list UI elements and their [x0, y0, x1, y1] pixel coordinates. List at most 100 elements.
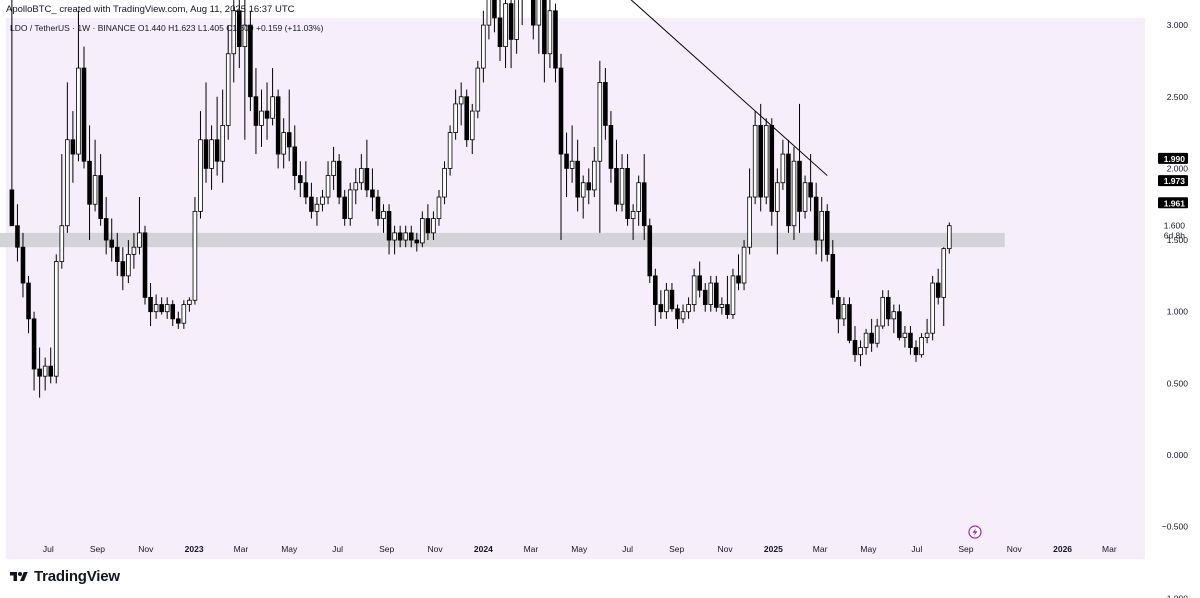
resistance-trendline	[630, 0, 828, 176]
candle	[20, 232, 26, 298]
candle-body	[331, 160, 336, 176]
candle	[381, 204, 386, 233]
candle	[53, 254, 59, 384]
candle-body	[436, 196, 442, 219]
y-axis-tick-label: 1.000	[1167, 307, 1189, 317]
alert-icon[interactable]	[968, 525, 982, 539]
candle	[98, 154, 103, 226]
candle-body	[31, 318, 37, 370]
candle-body	[569, 160, 575, 169]
candle-body	[902, 332, 908, 338]
candle-body	[847, 304, 852, 341]
candle	[530, 0, 536, 40]
y-axis-tick-label: 3.000	[1167, 20, 1189, 30]
candle	[780, 139, 786, 190]
tradingview-wordmark: TradingView	[34, 568, 120, 585]
x-axis-month-label: Nov	[717, 544, 733, 554]
candle	[592, 146, 597, 198]
candle-body	[775, 182, 780, 212]
candle	[908, 326, 913, 355]
candle-body	[841, 304, 847, 320]
candle-body	[586, 182, 592, 191]
candle	[736, 254, 741, 291]
candle	[503, 0, 508, 69]
candle-body	[530, 0, 536, 26]
candle	[714, 275, 719, 312]
candle-body	[458, 96, 464, 105]
candle	[725, 275, 730, 319]
candle-body	[608, 125, 614, 169]
candle-body	[769, 125, 775, 212]
x-axis-month-label: May	[860, 544, 877, 554]
candle	[902, 326, 908, 348]
candle	[447, 125, 453, 176]
candle-body	[114, 246, 120, 262]
candle	[874, 318, 880, 348]
candle	[841, 297, 847, 327]
candle	[336, 154, 342, 205]
candle	[414, 232, 420, 252]
price-label: 1.990	[1164, 154, 1186, 164]
candle-body	[503, 3, 508, 47]
candle	[686, 297, 691, 319]
candle-body	[20, 246, 26, 284]
candle	[137, 197, 142, 255]
symbol-legend: LDO / TetherUS · 1W · BINANCE O1.440 H1.…	[10, 23, 324, 33]
candle-body	[309, 196, 314, 212]
candle-body	[752, 125, 758, 198]
candle	[924, 318, 930, 344]
candle-body	[164, 304, 170, 313]
candle-body	[802, 182, 808, 212]
candle-body	[48, 365, 53, 377]
candle-body	[220, 125, 225, 162]
candle	[819, 197, 824, 262]
candle-body	[797, 160, 802, 212]
candle	[370, 168, 375, 212]
candle-body	[303, 182, 309, 198]
candle-body	[763, 125, 769, 198]
candle-body	[148, 296, 153, 313]
candle-body	[536, 0, 542, 26]
candle-body	[381, 210, 386, 219]
candle	[830, 240, 836, 305]
candle-body	[547, 10, 553, 55]
candle-body	[170, 304, 176, 320]
candle-body	[275, 96, 281, 155]
candle-body	[198, 139, 203, 212]
candle	[608, 111, 614, 183]
candle	[359, 154, 364, 190]
candle-body	[353, 182, 359, 191]
x-axis-year-label: 2023	[185, 544, 204, 554]
candle	[786, 139, 791, 233]
candle	[702, 283, 708, 312]
candle	[664, 283, 669, 319]
candle-body	[691, 275, 697, 305]
candle	[397, 225, 403, 248]
candle	[375, 189, 381, 226]
candle-body	[885, 296, 891, 320]
candle	[248, 10, 253, 112]
candle-body	[564, 153, 569, 169]
x-axis-month-label: Jul	[622, 544, 633, 554]
candle	[730, 268, 736, 319]
candle-body	[702, 289, 708, 305]
candle	[59, 154, 65, 269]
candle	[392, 225, 397, 255]
candle	[675, 304, 680, 329]
candle-body	[408, 232, 414, 241]
candle-body	[630, 210, 636, 219]
candle	[270, 68, 275, 126]
candle-body	[725, 304, 730, 315]
candle	[847, 297, 852, 344]
candle	[65, 82, 70, 233]
candle-body	[192, 210, 198, 301]
candle-body	[786, 153, 791, 227]
candle	[214, 96, 220, 176]
candle-body	[103, 218, 109, 241]
candle	[76, 10, 81, 162]
candle-body	[813, 196, 819, 241]
candle	[203, 82, 209, 183]
candle-body	[403, 232, 408, 241]
candle-body	[131, 246, 137, 255]
